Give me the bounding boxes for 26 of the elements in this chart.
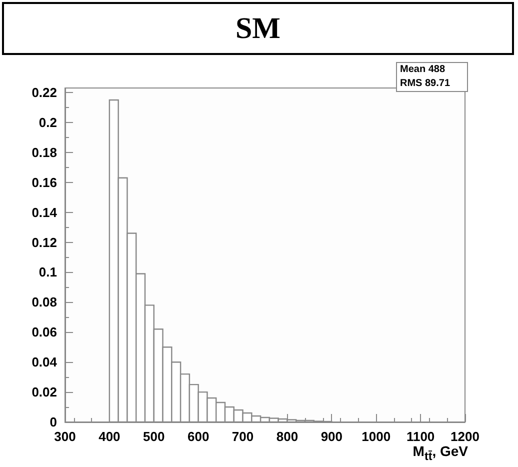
y-tick-label: 0.22 [32,84,57,100]
x-tick-label: 400 [98,429,120,444]
text: Mean 488 [399,63,446,77]
annotation: RMS 89.71 [399,77,452,91]
y-tick-label: 0.06 [32,324,57,340]
x-tick-label: 700 [232,429,254,444]
y-tick-label: 0 [50,414,57,430]
y-tick-label: 0.2 [38,114,57,130]
y-tick-label: 0.08 [32,294,57,310]
y-tick-label: 0.1 [38,264,57,280]
x-tick-label: 1200 [450,429,480,444]
x-tick-label: 300 [54,429,76,444]
x-tick-label: 1000 [362,429,391,444]
y-tick-label: 0.12 [32,234,57,250]
chart-title: SM [2,2,514,55]
y-tick-label: 0.14 [32,204,58,220]
x-tick-label: 900 [320,429,343,444]
y-tick-label: 0.16 [32,174,57,190]
y-tick-label: 0.04 [32,354,58,370]
x-axis-title: M$_{tt̄}$, GeV [412,443,468,463]
x-tick-label: 800 [276,429,298,444]
x-tick-label: 1100 [406,429,435,444]
y-tick-label: 0.18 [32,144,57,160]
x-tick-label: 600 [187,429,210,444]
x-tick-label: 500 [143,429,165,444]
y-tick-label: 0.02 [32,384,57,400]
